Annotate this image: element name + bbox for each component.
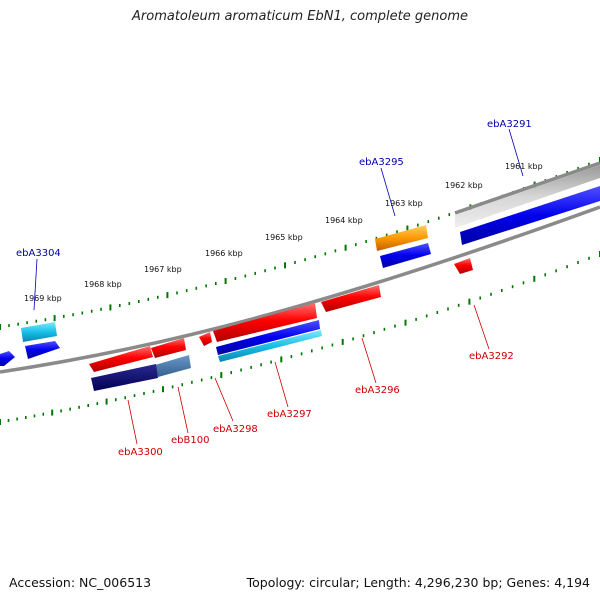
gene-label-ebA3304[interactable]: ebA3304	[16, 248, 61, 259]
genome-backbone-line	[0, 205, 600, 374]
scale-label-1961: 1961 kbp	[505, 162, 543, 171]
gene-ebA3300-feature[interactable]	[89, 346, 153, 372]
backbone-highlight	[455, 165, 600, 228]
outer-tick-row	[0, 157, 600, 330]
gene-left-edge-feature[interactable]	[0, 351, 15, 366]
gene-ebA3304-feature[interactable]	[21, 322, 57, 342]
gene-ebB100-feature[interactable]	[151, 338, 186, 358]
gene-ebA3297-feature[interactable]	[213, 303, 317, 342]
scale-label-1966: 1966 kbp	[205, 249, 243, 258]
gene-ebA3292-feature[interactable]	[454, 258, 473, 274]
gene-ebA3304b-feature[interactable]	[25, 341, 60, 359]
gene-ebA3297b-feature[interactable]	[216, 320, 320, 355]
scale-labels: 1961 kbp 1962 kbp 1963 kbp 1964 kbp 1965…	[24, 162, 543, 303]
forward-strand-genes	[0, 186, 600, 366]
gene-ebA3291-feature[interactable]	[460, 186, 600, 245]
scale-label-1968: 1968 kbp	[84, 280, 122, 289]
gene-label-ebA3292[interactable]: ebA3292	[469, 351, 514, 362]
genome-title: Aromatoleum aromaticum EbN1, complete ge…	[132, 9, 468, 24]
gene-label-ebA3291[interactable]: ebA3291	[487, 119, 532, 130]
gene-ebA3295-feature[interactable]	[375, 225, 428, 251]
gene-labels-bottom: ebA3292 ebA3296 ebA3297 ebA3298 ebB100 e…	[118, 351, 514, 458]
scale-label-1967: 1967 kbp	[144, 265, 182, 274]
reverse-strand-genes	[89, 258, 473, 391]
gene-ebB100b-feature[interactable]	[155, 355, 191, 377]
gene-ebA3297c-feature[interactable]	[218, 330, 322, 362]
gene-ebA3300b-feature[interactable]	[91, 364, 158, 391]
gene-ebA3296-feature[interactable]	[321, 285, 381, 312]
scale-label-1969: 1969 kbp	[24, 294, 62, 303]
gene-ebA3295b-feature[interactable]	[380, 243, 431, 268]
accession-text: Accession: NC_006513	[9, 575, 152, 590]
gene-label-ebA3298[interactable]: ebA3298	[213, 424, 258, 435]
topology-text: Topology: circular; Length: 4,296,230 bp…	[246, 575, 590, 590]
gene-label-ebA3295[interactable]: ebA3295	[359, 157, 404, 168]
scale-label-1965: 1965 kbp	[265, 233, 303, 242]
gene-label-ebB100[interactable]: ebB100	[171, 435, 209, 446]
gene-label-ebA3297[interactable]: ebA3297	[267, 409, 312, 420]
scale-label-1962: 1962 kbp	[445, 181, 483, 190]
scale-label-1964: 1964 kbp	[325, 216, 363, 225]
gene-labels-top: ebA3291 ebA3295 ebA3304	[16, 119, 532, 259]
scale-label-1963: 1963 kbp	[385, 199, 423, 208]
label-leaders	[33, 128, 524, 445]
gene-ebA3298-feature[interactable]	[199, 332, 212, 346]
inner-tick-row	[0, 251, 600, 425]
backbone-top-edge	[454, 161, 600, 215]
gene-label-ebA3296[interactable]: ebA3296	[355, 385, 400, 396]
gene-label-ebA3300[interactable]: ebA3300	[118, 447, 163, 458]
